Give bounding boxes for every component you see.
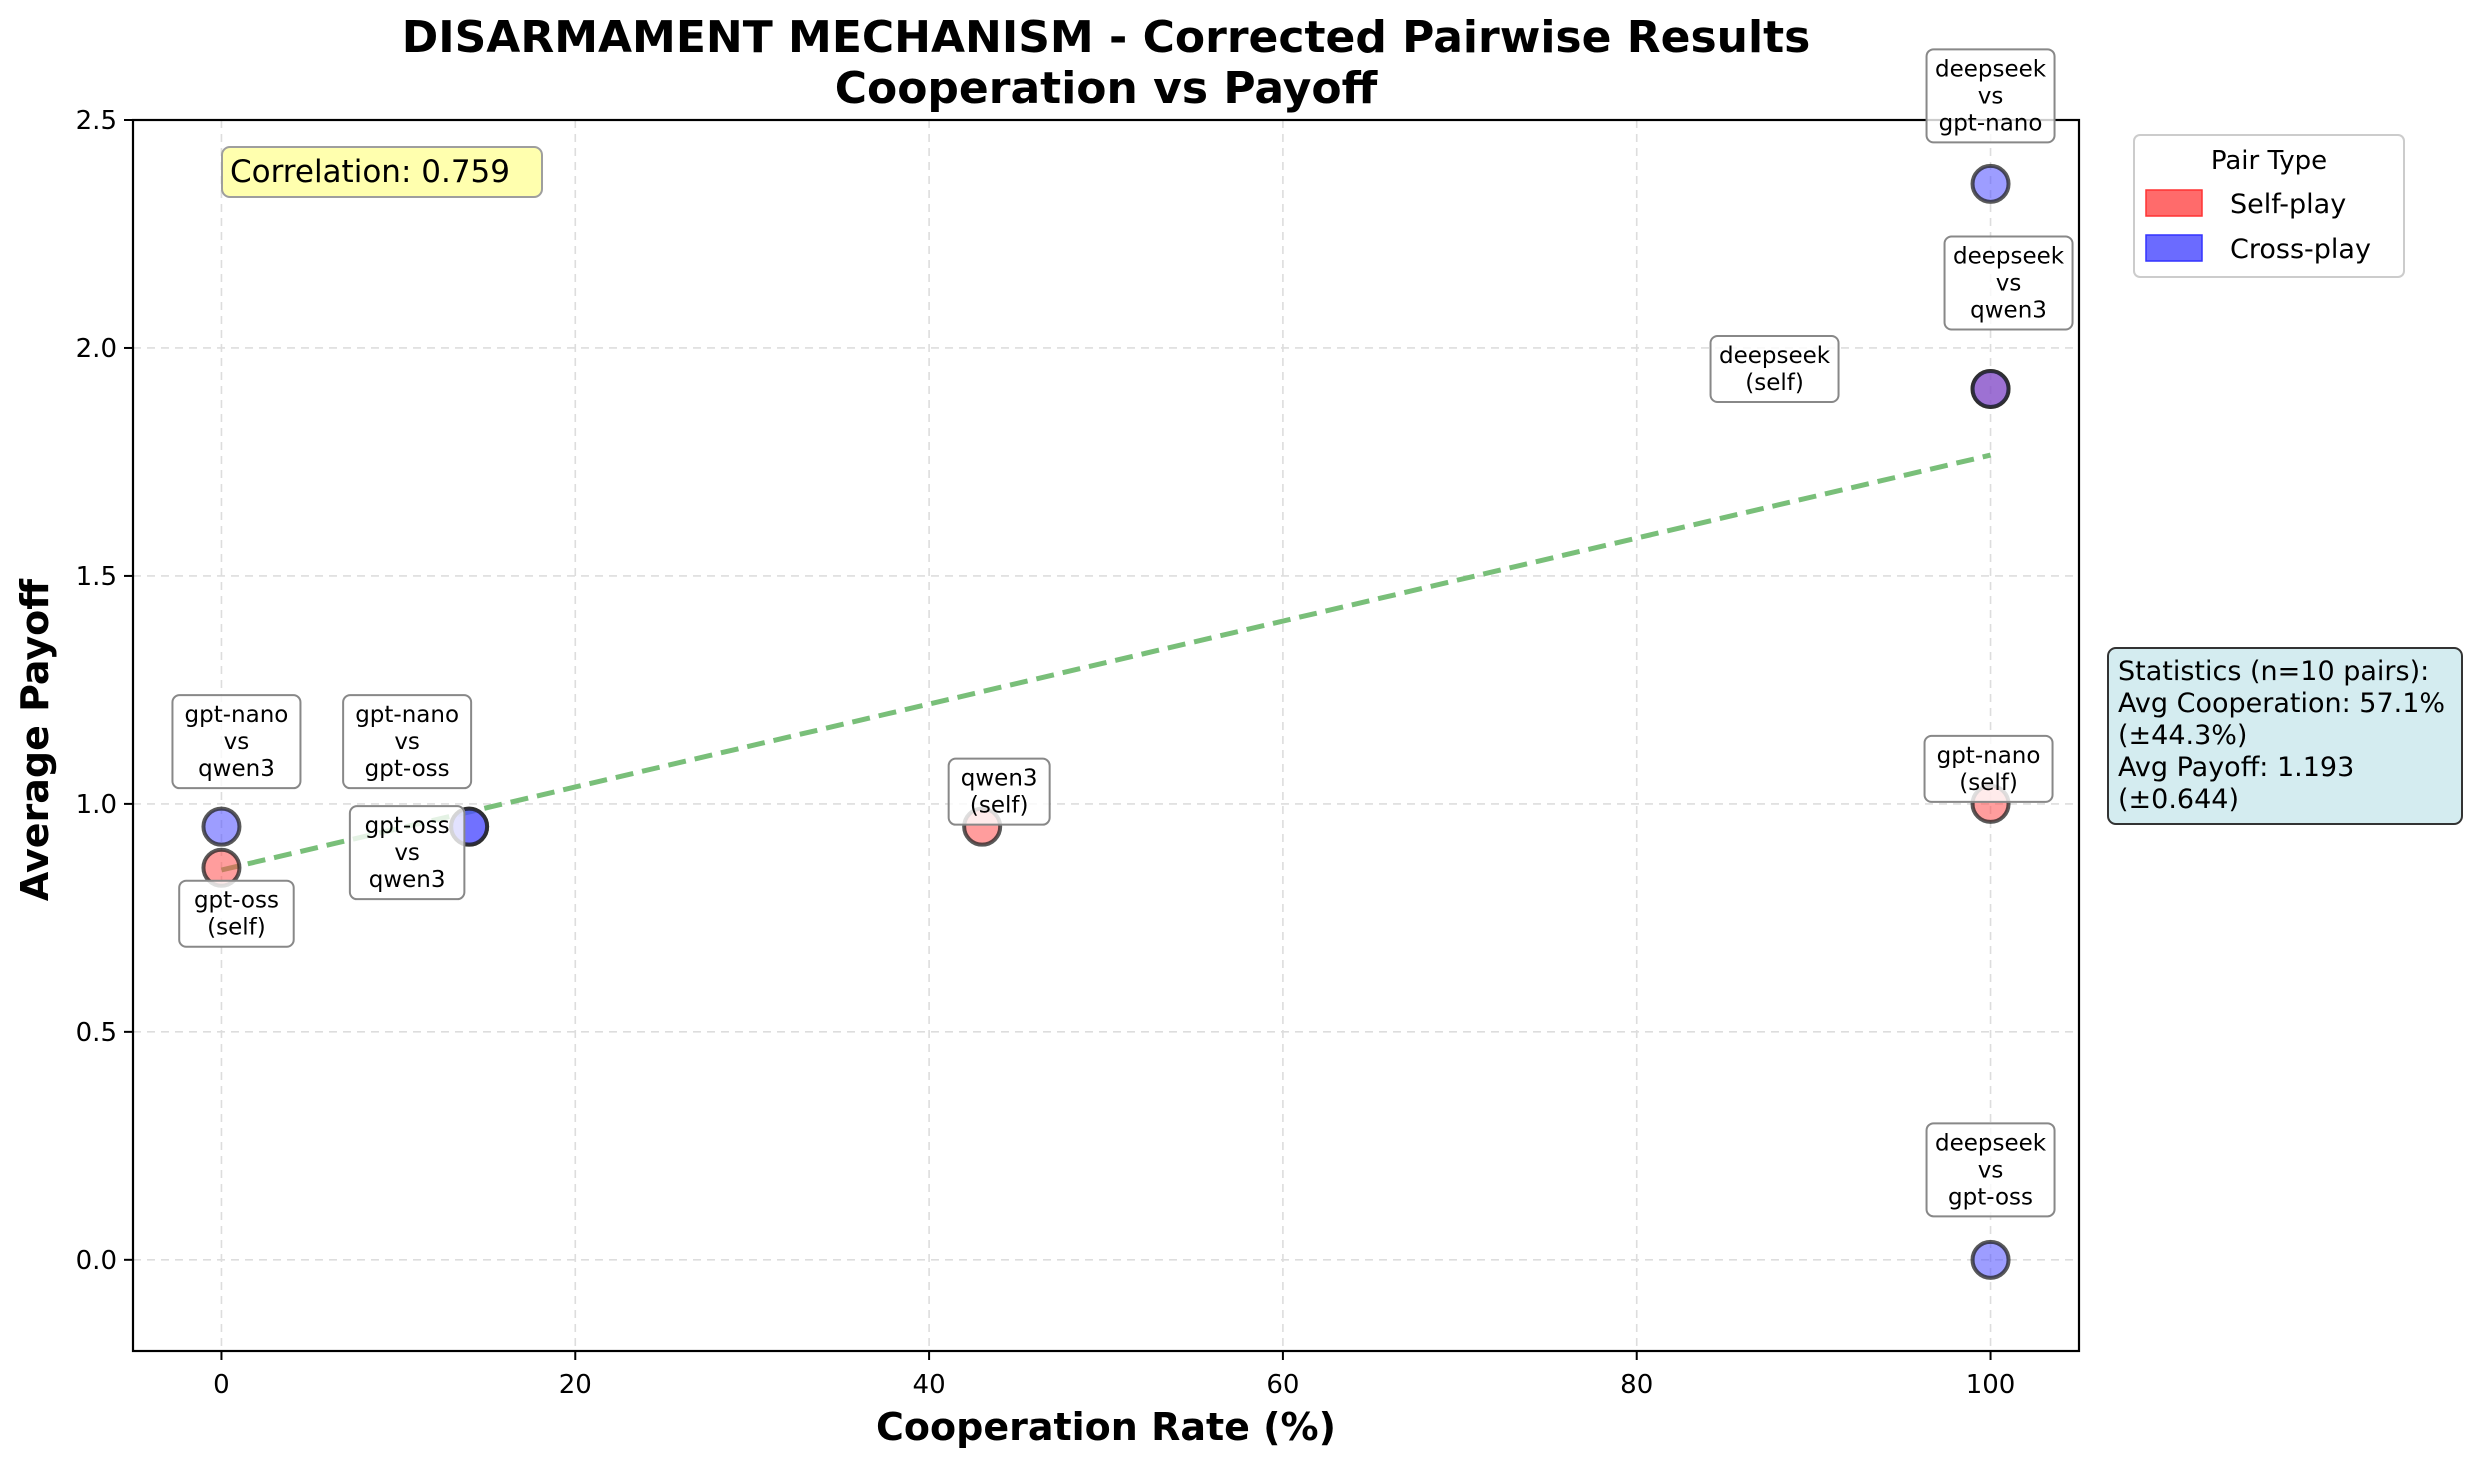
legend-swatch-cross-play: [2145, 234, 2203, 262]
annotation-text: gpt-oss: [365, 813, 450, 839]
annotation-text: gpt-nano: [1937, 743, 2041, 769]
annotation-text: vs: [1996, 270, 2022, 296]
correlation-box-bg: [221, 146, 543, 198]
annotation-text: gpt-nano: [1939, 110, 2043, 136]
annotation-box: [1943, 235, 2074, 331]
correlation-box: Correlation: 0.759: [221, 146, 543, 198]
x-tick-label: 40: [913, 1370, 946, 1400]
point-annotation: qwen3(self): [947, 757, 1051, 826]
annotation-text: gpt-nano: [355, 702, 459, 728]
plot-frame: [131, 118, 2081, 1353]
annotation-box: [947, 757, 1051, 826]
point-annotation: gpt-nano(self): [1923, 734, 2054, 803]
y-tick-label: 1.0: [76, 790, 117, 820]
annotation-text: qwen3: [198, 756, 275, 782]
annotation-box: [1925, 48, 2056, 144]
cross-play-point: [1970, 368, 2011, 409]
annotation-text: qwen3: [961, 766, 1038, 792]
statistics-box: Statistics (n=10 pairs): Avg Cooperation…: [2107, 647, 2463, 825]
point-annotations: gpt-oss(self)qwen3(self)gpt-nano(self)de…: [171, 48, 2074, 1218]
chart-title: DISARMAMENT MECHANISM - Corrected Pairwi…: [402, 12, 1811, 63]
cross-play-point: [1970, 163, 2011, 204]
annotation-box: [171, 694, 302, 790]
x-tick-label: 100: [1966, 1370, 2016, 1400]
x-axis-label: Cooperation Rate (%): [876, 1405, 1336, 1449]
annotation-text: gpt-oss: [194, 888, 279, 914]
y-tick-label: 2.0: [76, 334, 117, 364]
legend-label-cross-play: Cross-play: [2230, 234, 2371, 265]
annotation-text: vs: [394, 729, 420, 755]
x-tick-label: 20: [559, 1370, 592, 1400]
plot-border: [131, 118, 2081, 1353]
annotation-text: deepseek: [1935, 56, 2047, 82]
legend: Pair Type Self-play Cross-play: [2133, 134, 2405, 278]
trend-line-group: [220, 452, 1992, 873]
point-annotation: gpt-oss(self): [178, 879, 295, 948]
stats-line: (±44.3%): [2118, 720, 2247, 751]
legend-title: Pair Type: [2211, 146, 2327, 176]
annotation-text: vs: [1978, 83, 2004, 109]
annotation-text: gpt-oss: [365, 756, 450, 782]
legend-label-self-play: Self-play: [2230, 189, 2346, 220]
point-annotation: deepseek(self): [1709, 334, 1840, 403]
y-tick-label: 0.0: [76, 1246, 117, 1276]
x-tick-label: 0: [213, 1370, 230, 1400]
annotation-box: [1923, 734, 2054, 803]
chart-subtitle: Cooperation vs Payoff: [835, 63, 1379, 114]
y-tick-label: 0.5: [76, 1018, 117, 1048]
x-tick-label: 80: [1620, 1370, 1653, 1400]
statistics-box-bg: [2107, 647, 2463, 825]
annotation-text: (self): [1745, 370, 1804, 396]
annotation-text: deepseek: [1935, 1130, 2047, 1156]
y-tick-label: 1.5: [76, 562, 117, 592]
stats-line: Avg Cooperation: 57.1%: [2118, 688, 2445, 719]
annotation-box: [1925, 1122, 2056, 1218]
annotation-text: qwen3: [1970, 297, 2047, 323]
y-tick-label: 2.5: [76, 106, 117, 136]
annotation-box: [348, 805, 466, 901]
annotation-box: [1709, 334, 1840, 403]
annotation-text: deepseek: [1719, 343, 1831, 369]
annotation-text: gpt-nano: [185, 702, 289, 728]
x-tick-label: 60: [1266, 1370, 1299, 1400]
annotation-text: (self): [207, 915, 266, 941]
trend-line: [220, 452, 1992, 873]
annotation-text: gpt-oss: [1948, 1184, 2033, 1210]
annotation-text: (self): [1959, 770, 2018, 796]
cross-play-point: [1970, 1239, 2011, 1280]
y-axis-label: Average Payoff: [13, 578, 57, 901]
annotation-box: [342, 694, 473, 790]
annotation-text: qwen3: [369, 867, 446, 893]
annotation-text: vs: [224, 729, 250, 755]
legend-swatch-self-play: [2145, 189, 2203, 217]
stats-line: (±0.644): [2118, 784, 2239, 815]
annotation-text: deepseek: [1953, 243, 2065, 269]
axis-ticks: 0 20 40 60 80 100 0.0 0.5 1.0 1.5 2.0 2.5: [76, 106, 2016, 1400]
annotation-text: vs: [394, 840, 420, 866]
annotation-box: [178, 879, 295, 948]
stats-line: Avg Payoff: 1.193: [2118, 752, 2354, 783]
annotation-text: vs: [1978, 1157, 2004, 1183]
stats-line: Statistics (n=10 pairs):: [2118, 656, 2429, 687]
annotation-text: (self): [970, 793, 1029, 819]
cross-play-point: [201, 806, 242, 847]
correlation-text: Correlation: 0.759: [230, 154, 510, 190]
